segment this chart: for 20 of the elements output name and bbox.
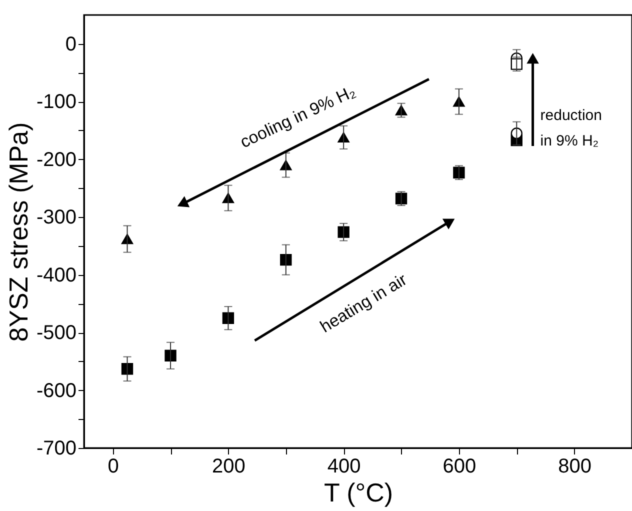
y-tick-label: -100	[36, 91, 76, 114]
annotation: reduction	[540, 106, 602, 124]
y-tick-label: -400	[36, 264, 76, 286]
x-tick-label: 800	[558, 456, 592, 478]
y-tick-label: -200	[36, 148, 76, 171]
x-tick-label: 0	[108, 456, 119, 478]
y-tick-label: -300	[36, 206, 76, 229]
y-tick-label: -600	[36, 380, 76, 402]
x-tick-label: 200	[212, 456, 246, 478]
x-tick-label: 400	[327, 456, 361, 478]
x-tick-label: 600	[442, 456, 476, 478]
point	[453, 166, 465, 178]
x-axis-title: T (°C)	[324, 478, 394, 508]
y-tick-label: -700	[36, 438, 76, 460]
y-tick-label: 0	[65, 33, 76, 56]
annotation: in 9% H₂	[540, 132, 599, 150]
y-axis-title: 8YSZ stress (MPa)	[3, 122, 34, 342]
point	[164, 350, 176, 362]
y-tick-label: -500	[36, 322, 76, 344]
point	[338, 226, 350, 238]
